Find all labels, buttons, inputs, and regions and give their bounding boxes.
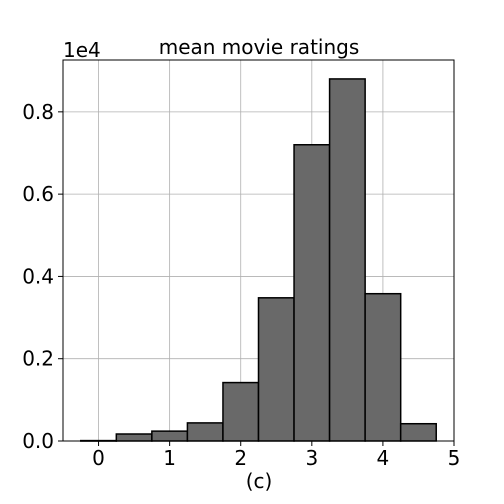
y-tick-label-3: 0.6 (22, 182, 54, 206)
x-tick-label-5: 5 (448, 446, 461, 470)
plot-area-frame (62, 59, 455, 442)
x-axis-label: (c) (246, 469, 273, 493)
y-axis-ticks: 0.0 0.2 0.4 0.6 0.8 (22, 100, 63, 453)
histogram-bar-9 (399, 422, 437, 442)
histogram-bar-1 (115, 433, 153, 442)
histogram-bar-4 (222, 381, 260, 442)
y-tick-label-4: 0.8 (22, 100, 54, 124)
y-tick-label-0: 0.0 (22, 429, 54, 453)
y-offset-label: 1e4 (63, 38, 101, 62)
histogram-bar-2 (151, 430, 189, 442)
x-tick-label-3: 3 (305, 446, 318, 470)
x-tick-label-2: 2 (234, 446, 247, 470)
histogram-bar-5 (257, 297, 295, 442)
x-tick-label-1: 1 (163, 446, 176, 470)
histogram-bars (80, 78, 437, 442)
histogram-bar-3 (186, 422, 224, 442)
histogram-bar-6 (293, 144, 331, 442)
x-axis-ticks: 0 1 2 3 4 5 (92, 441, 460, 470)
histogram-bar-7 (328, 78, 366, 442)
histogram-bar-8 (364, 292, 402, 442)
y-tick-label-2: 0.4 (22, 264, 54, 288)
chart-title: mean movie ratings (159, 35, 360, 59)
y-tick-label-1: 0.2 (22, 347, 54, 371)
x-tick-label-0: 0 (92, 446, 105, 470)
x-tick-label-4: 4 (377, 446, 390, 470)
